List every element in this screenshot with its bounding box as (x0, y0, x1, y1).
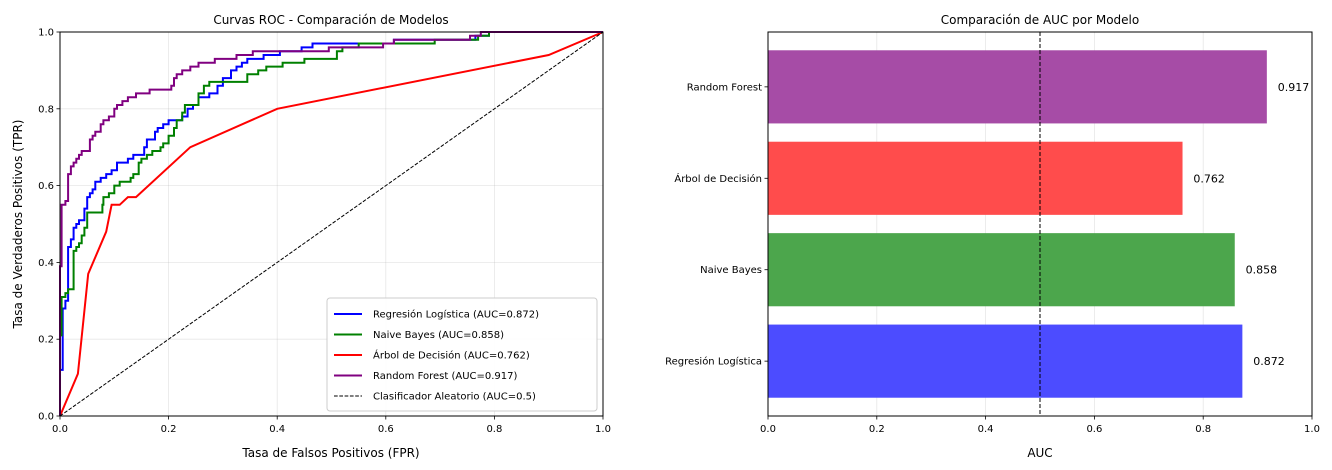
legend-frame (326, 297, 598, 412)
roc-x-tick-label: 1.0 (595, 424, 611, 435)
roc-curve-naive-bayes (59, 31, 603, 416)
legend-entry: Clasificador Aleatorio (AUC=0.5) (373, 392, 536, 403)
auc-axes-frame (767, 31, 1313, 417)
bar-value-label: 0.872 (1253, 355, 1285, 368)
roc-ylabel: Tasa de Verdaderos Positivos (TPR) (11, 120, 25, 330)
auc-x-tick-label: 1.0 (1304, 424, 1320, 435)
roc-x-tick-label: 0.6 (378, 424, 394, 435)
roc-legend: Regresión Logística (AUC=0.872) Naive Bay… (326, 297, 598, 412)
legend-entry: Árbol de Decisión (AUC=0.762) (373, 349, 530, 362)
bar-logistic-regression (768, 324, 1243, 398)
auc-bar-chart: 0.872 0.858 0.762 0.917 0.0 0.2 0.4 0.6 0.8 1.0 R… (665, 13, 1320, 460)
roc-y-tick-label: 0.2 (38, 335, 54, 346)
bar-random-forest (768, 50, 1267, 124)
roc-ticks: 0.0 0.2 0.4 0.6 0.8 1.0 0.0 0.2 0.4 0.6 0.8 1.0 (38, 28, 611, 436)
roc-curve-decision-tree (59, 31, 604, 417)
roc-y-tick-label: 0.8 (38, 104, 54, 115)
auc-xlabel: AUC (1027, 446, 1052, 460)
auc-x-tick-label: 0.0 (760, 424, 776, 435)
roc-xlabel: Tasa de Falsos Positivos (FPR) (241, 446, 419, 460)
roc-y-tick-label: 0.0 (38, 412, 54, 423)
auc-x-tick-label: 0.8 (1195, 424, 1211, 435)
roc-curve-random-forest (59, 31, 603, 416)
roc-chart: 0.0 0.2 0.4 0.6 0.8 1.0 0.0 0.2 0.4 0.6 0.8 1.0 Cur… (11, 13, 611, 460)
bar-naive-bayes (768, 233, 1235, 307)
roc-axes-frame (59, 31, 604, 417)
roc-x-tick-label: 0.4 (269, 424, 285, 435)
legend-entry: Naive Bayes (AUC=0.858) (373, 330, 504, 341)
auc-x-tick-label: 0.6 (1086, 424, 1102, 435)
roc-y-tick-label: 0.4 (38, 258, 54, 269)
auc-category-label: Regresión Logística (665, 356, 762, 368)
auc-category-label: Naive Bayes (700, 265, 762, 276)
roc-x-tick-label: 0.2 (161, 424, 177, 435)
roc-y-tick-label: 1.0 (38, 28, 54, 39)
roc-y-tick-label: 0.6 (38, 181, 54, 192)
legend-entry: Regresión Logística (AUC=0.872) (373, 309, 539, 321)
bar-value-label: 0.762 (1193, 172, 1225, 185)
auc-category-label: Random Forest (687, 82, 762, 93)
auc-bars: 0.872 0.858 0.762 0.917 (768, 50, 1310, 398)
auc-category-label: Árbol de Decisión (674, 172, 762, 185)
legend-entry: Random Forest (AUC=0.917) (373, 371, 517, 382)
roc-lines (59, 31, 604, 417)
auc-x-tick-label: 0.4 (978, 424, 994, 435)
roc-x-tick-label: 0.0 (52, 424, 68, 435)
auc-x-tick-label: 0.2 (869, 424, 885, 435)
roc-curve-logistic-regression (59, 31, 603, 416)
roc-title: Curvas ROC - Comparación de Modelos (213, 13, 448, 27)
auc-ticks: 0.0 0.2 0.4 0.6 0.8 1.0 Regresión Logística Nai… (665, 82, 1320, 435)
roc-curve-random-classifier (59, 31, 604, 417)
bar-value-label: 0.858 (1246, 264, 1278, 277)
roc-x-tick-label: 0.8 (486, 424, 502, 435)
bar-value-label: 0.917 (1278, 81, 1310, 94)
auc-title: Comparación de AUC por Modelo (941, 13, 1139, 27)
bar-decision-tree (768, 141, 1183, 215)
